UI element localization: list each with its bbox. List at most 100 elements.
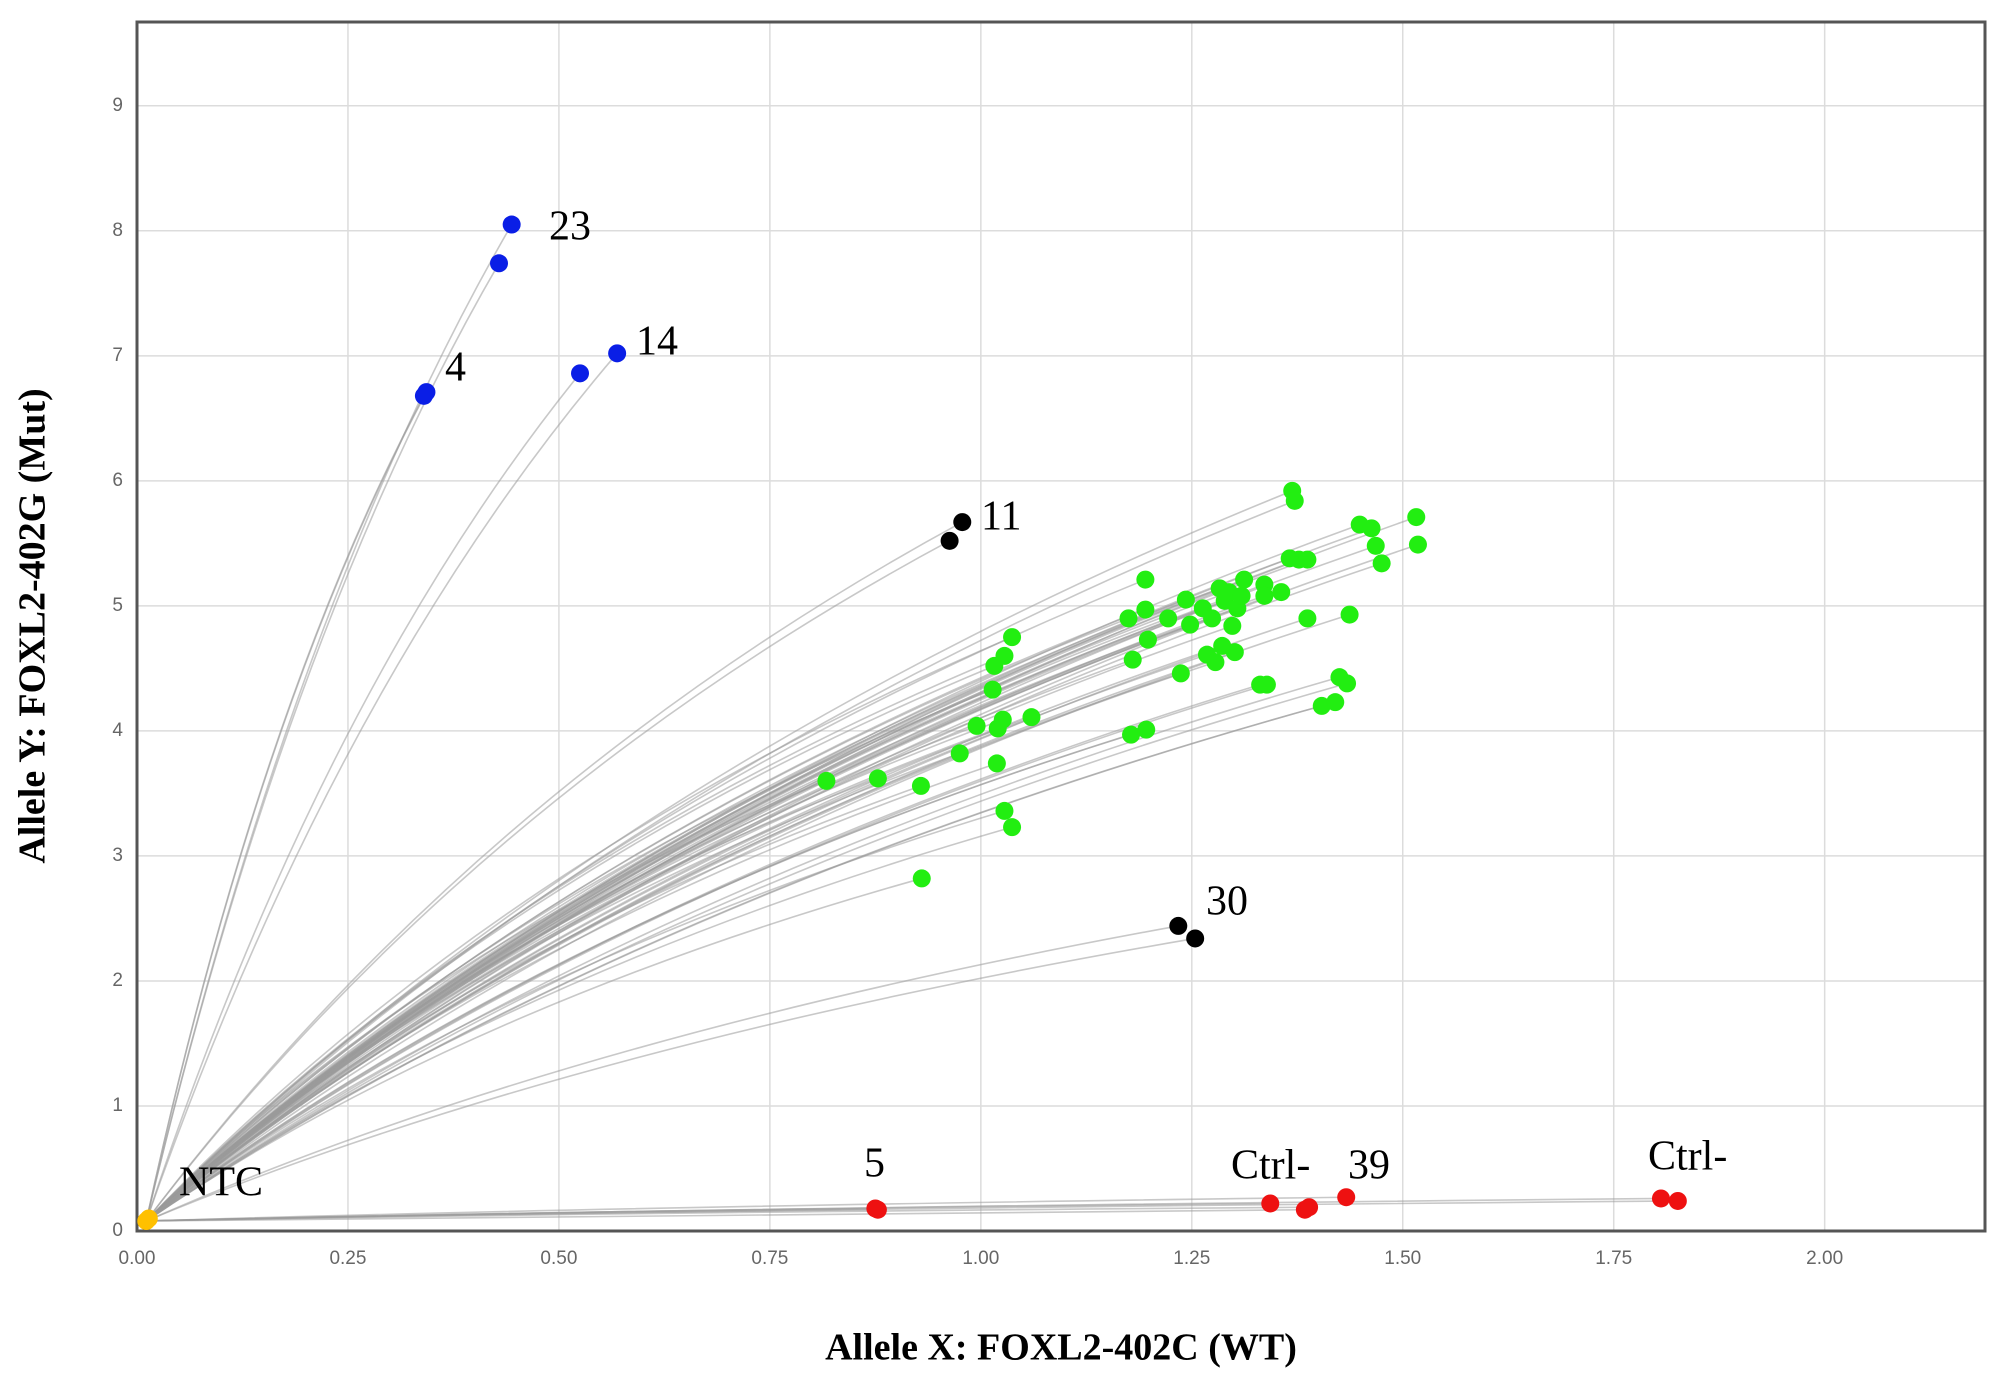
- point: [1181, 615, 1200, 634]
- point: [1206, 653, 1225, 672]
- plot-border: [135, 20, 1987, 1233]
- point: [995, 801, 1014, 820]
- point: [1119, 609, 1138, 628]
- y-tick-label: 9: [112, 95, 123, 116]
- trace: [145, 683, 1268, 1222]
- trace: [145, 608, 1146, 1222]
- point: [1362, 519, 1381, 538]
- y-tick-label: 8: [112, 220, 123, 241]
- trace: [145, 651, 1236, 1222]
- trace: [145, 591, 1282, 1222]
- trace: [145, 490, 1293, 1222]
- annotation: Ctrl-: [1231, 1143, 1310, 1189]
- point: [1338, 674, 1357, 693]
- trace: [145, 395, 425, 1222]
- point: [139, 1209, 158, 1228]
- point: [1136, 570, 1155, 589]
- trace: [145, 617, 1213, 1222]
- point: [1186, 929, 1205, 948]
- x-tick-label: 0.25: [329, 1248, 366, 1269]
- point: [608, 344, 627, 363]
- point: [1225, 643, 1244, 662]
- x-tick-label: 0.00: [119, 1248, 156, 1269]
- traces: [145, 224, 1678, 1222]
- point: [490, 254, 509, 273]
- trace: [145, 688, 993, 1222]
- trace: [146, 1200, 1678, 1222]
- point: [1408, 535, 1427, 554]
- point: [1272, 583, 1291, 602]
- point: [950, 744, 969, 763]
- point: [1298, 609, 1317, 628]
- trace: [145, 527, 1372, 1222]
- point: [987, 754, 1006, 773]
- y-tick-label: 0: [112, 1220, 123, 1241]
- point: [1340, 605, 1359, 624]
- trace: [145, 262, 500, 1222]
- trace: [145, 607, 1204, 1222]
- point: [1407, 508, 1426, 527]
- trace: [145, 937, 1196, 1222]
- trace: [145, 682, 1348, 1222]
- point: [1300, 1198, 1319, 1217]
- point: [1176, 590, 1195, 609]
- point: [1223, 616, 1242, 635]
- x-tick-label: 1.75: [1595, 1248, 1632, 1269]
- trace: [145, 701, 1336, 1222]
- y-tick-label: 3: [112, 845, 123, 866]
- x-tick-label: 1.00: [962, 1248, 999, 1269]
- trace: [145, 521, 963, 1222]
- point: [868, 1200, 887, 1219]
- point: [993, 710, 1012, 729]
- trace: [145, 500, 1296, 1222]
- point: [1136, 600, 1155, 619]
- point: [967, 716, 986, 735]
- point: [1255, 586, 1274, 605]
- point: [817, 771, 836, 790]
- annotation: 14: [636, 319, 678, 365]
- point: [1203, 609, 1222, 628]
- annotation: Ctrl-: [1648, 1134, 1727, 1180]
- point: [983, 680, 1002, 699]
- point: [940, 531, 959, 550]
- point: [414, 386, 433, 405]
- trace: [145, 600, 1225, 1222]
- annotation: 39: [1348, 1143, 1390, 1189]
- point: [1261, 1194, 1280, 1213]
- point: [1366, 536, 1385, 555]
- point: [1022, 708, 1041, 727]
- point: [1372, 554, 1391, 573]
- trace: [145, 617, 1169, 1222]
- trace: [145, 676, 1340, 1222]
- point: [1138, 630, 1157, 649]
- trace: [145, 925, 1179, 1222]
- trace: [145, 372, 581, 1222]
- x-tick-label: 1.50: [1384, 1248, 1421, 1269]
- point: [1169, 916, 1188, 935]
- x-tick-label: 1.25: [1173, 1248, 1210, 1269]
- x-tick-label: 2.00: [1806, 1248, 1843, 1269]
- trace: [145, 636, 1013, 1222]
- y-tick-label: 2: [112, 970, 123, 991]
- point: [571, 364, 590, 383]
- trace: [145, 752, 961, 1222]
- point: [868, 769, 887, 788]
- annotation: 4: [445, 345, 466, 391]
- y-tick-label: 6: [112, 470, 123, 491]
- x-tick-label: 0.75: [751, 1248, 788, 1269]
- point: [995, 646, 1014, 665]
- point: [1326, 693, 1345, 712]
- trace: [145, 672, 1182, 1222]
- point: [1122, 725, 1141, 744]
- point: [911, 776, 930, 795]
- point: [1257, 675, 1276, 694]
- trace: [145, 625, 1233, 1222]
- trace: [145, 661, 1216, 1222]
- trace: [145, 617, 1308, 1222]
- trace: [145, 607, 1238, 1222]
- x-tick-label: 0.50: [540, 1248, 577, 1269]
- grid: [136, 22, 1985, 1232]
- y-tick-label: 5: [112, 595, 123, 616]
